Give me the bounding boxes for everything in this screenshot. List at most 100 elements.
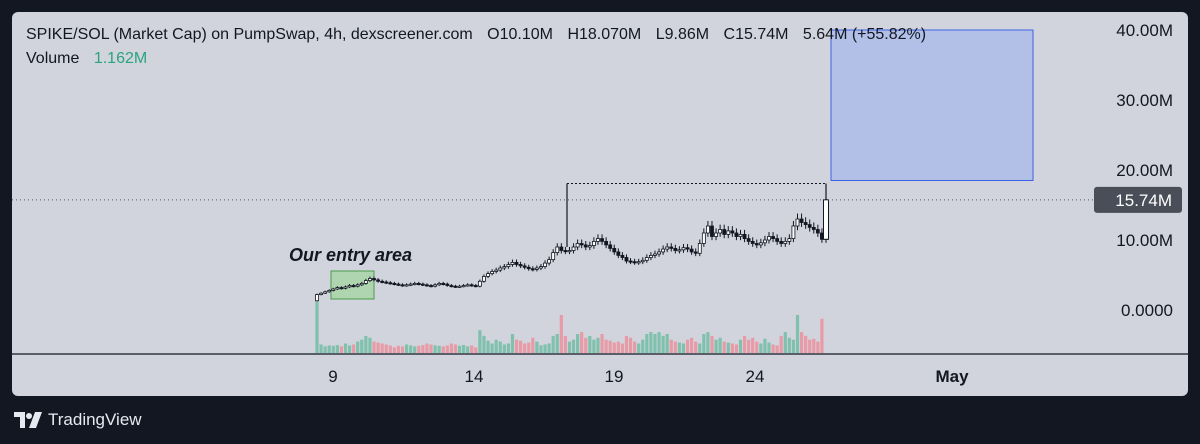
candle [591,237,596,249]
volume-bar [755,341,759,353]
candle-body [799,218,804,223]
candle [685,243,690,253]
candle-body [596,238,600,242]
candle [701,228,706,247]
candle-body [445,283,450,286]
volume-bar [584,337,588,353]
candle [600,234,604,245]
candle-body [425,284,429,287]
candle-body [461,285,466,288]
volume-bar [738,339,743,353]
candle [681,243,686,253]
candle [359,281,364,287]
volume-bar [799,332,804,353]
candle [380,279,385,284]
candle-body [795,218,800,227]
volume-bar [653,334,657,353]
candle [343,285,348,290]
candle [616,248,621,259]
y-tick-label: 30.00M [1116,91,1173,110]
volume-label: Volume [26,50,80,67]
candle [510,259,515,267]
candle [742,229,747,243]
high-value: H18.070M [567,26,642,43]
candle-body [815,229,820,234]
volume-bar [523,343,527,353]
volume-bar [779,335,783,353]
volume-bar [804,335,808,353]
volume-bar [637,343,641,353]
volume-bar [690,337,694,353]
candle-body [807,224,812,228]
candle [787,234,792,245]
candle [697,239,702,257]
candle-body [632,261,637,264]
candle [551,249,556,263]
candle [571,243,576,254]
candle-body [323,291,328,294]
candle [604,237,609,249]
volume-bar [600,334,604,353]
candle-body [526,266,531,270]
candle [490,269,494,276]
volume-bar [535,341,539,353]
candle-body [771,236,775,239]
candle-body [408,283,413,286]
candle [425,283,429,287]
candle [351,284,356,288]
volume-bar [795,315,800,353]
candle-body [359,282,364,286]
volume-bar [592,339,596,353]
candle-body [657,251,661,255]
volume-bar [400,346,405,353]
candle [693,248,698,257]
candle [750,237,755,247]
candle [522,263,527,270]
candle [420,282,425,287]
candle-body [453,285,458,288]
candle-body [775,238,780,242]
branding[interactable]: TradingView [14,410,142,430]
candle [547,256,552,266]
volume-bar [775,345,779,353]
candle [323,290,328,295]
candle-body [319,292,323,296]
volume-bar [527,342,531,353]
candle [477,279,482,288]
candle-body [767,236,771,241]
volume-bar [620,343,624,353]
candle-body [681,247,686,251]
volume-bar [702,334,706,353]
chart-legend: SPIKE/SOL (Market Cap) on PumpSwap, 4h, … [26,26,936,74]
volume-bar [706,332,710,353]
volume-bar [486,340,490,353]
volume-bar [628,337,633,353]
candle-body [763,239,767,244]
candle-body [347,285,352,288]
candle [608,240,613,252]
candle-body [689,248,694,253]
volume-bar [372,341,376,353]
candle [372,276,376,282]
candle [653,250,657,259]
candle [416,281,421,286]
candle [710,220,714,241]
candle-body [579,243,584,246]
candle-body [677,249,682,252]
candle-body [710,225,714,237]
candle-body [820,232,824,240]
candle-body [551,252,556,261]
volume-bar [681,343,686,353]
volume-bar [384,344,388,353]
volume-bar [588,335,592,353]
volume-bar [734,344,739,353]
volume-bar [661,335,665,353]
candle [559,243,564,254]
candle [396,282,401,287]
candle-body [644,257,649,261]
volume-bar [808,339,812,353]
candle [534,265,539,272]
volume-bar [543,344,547,353]
candle-body [433,284,437,287]
